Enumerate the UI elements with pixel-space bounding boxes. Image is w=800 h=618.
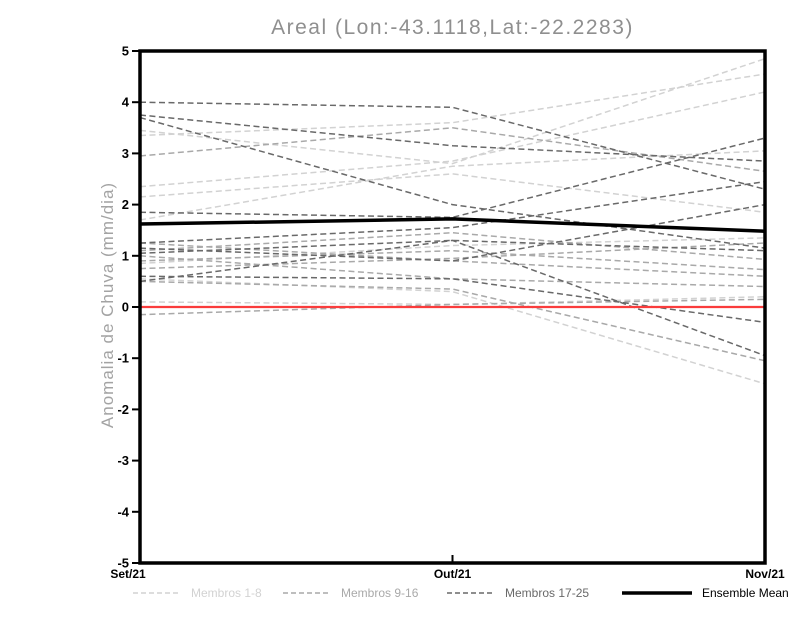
ensemble-member-line-group1	[139, 91, 766, 188]
y-tick-label: -4	[117, 504, 129, 519]
ensemble-member-line-group2	[139, 280, 766, 362]
y-tick-label: -3	[117, 453, 129, 468]
x-tick-label: Set/21	[110, 567, 146, 581]
ensemble-member-line-group2	[139, 249, 766, 271]
y-tick-label: 4	[122, 95, 130, 110]
ensemble-member-line-group2	[139, 242, 766, 270]
ensemble-member-line-group2	[139, 232, 766, 261]
y-tick-label: 3	[122, 146, 129, 161]
y-tick-label: -5	[117, 556, 129, 571]
y-tick-label: 5	[122, 44, 129, 59]
legend-item-label: Membros 17-25	[505, 586, 589, 600]
ensemble-member-line-group3	[139, 239, 766, 357]
y-axis-label: Anomalia de Chuva (mm/dia)	[98, 181, 117, 429]
y-tick-label: -1	[117, 351, 129, 366]
y-tick-label: 1	[122, 248, 129, 263]
ensemble-member-line-group3	[139, 116, 766, 249]
legend-item-label: Membros 1-8	[191, 586, 262, 600]
series-layer	[139, 57, 766, 385]
y-tick-label: 0	[122, 300, 129, 315]
ensemble-member-line-group1	[139, 73, 766, 137]
ensemble-member-line-group1	[139, 296, 766, 306]
x-tick-label: Nov/21	[745, 567, 785, 581]
chart-title: Areal (Lon:-43.1118,Lat:-22.2283)	[271, 16, 634, 39]
x-tick-label: Out/21	[434, 567, 472, 581]
y-tick-label: 2	[122, 197, 129, 212]
legend: Membros 1-8 Membros 9-16 Membros 17-25 Ense…	[133, 586, 789, 600]
ensemble-member-line-group3	[139, 137, 766, 219]
ensemble-member-line-group3	[139, 180, 766, 244]
legend-item-label: Membros 9-16	[341, 586, 419, 600]
ensemble-member-line-group1	[139, 57, 766, 165]
ensemble-member-line-group3	[139, 203, 766, 262]
legend-item-label: Ensemble Mean	[702, 586, 789, 600]
ensemble-member-line-group2	[139, 242, 766, 278]
y-tick-label: -2	[117, 402, 129, 417]
ensemble-member-line-group2	[139, 127, 766, 173]
ensemble-member-line-group3	[139, 101, 766, 190]
ensemble-member-line-group1	[139, 173, 766, 214]
ensemble-member-line-group3	[139, 275, 766, 324]
ensemble-mean-line	[139, 217, 766, 233]
ensemble-member-line-group1	[139, 278, 766, 385]
ensemble-member-line-group3	[139, 114, 766, 162]
